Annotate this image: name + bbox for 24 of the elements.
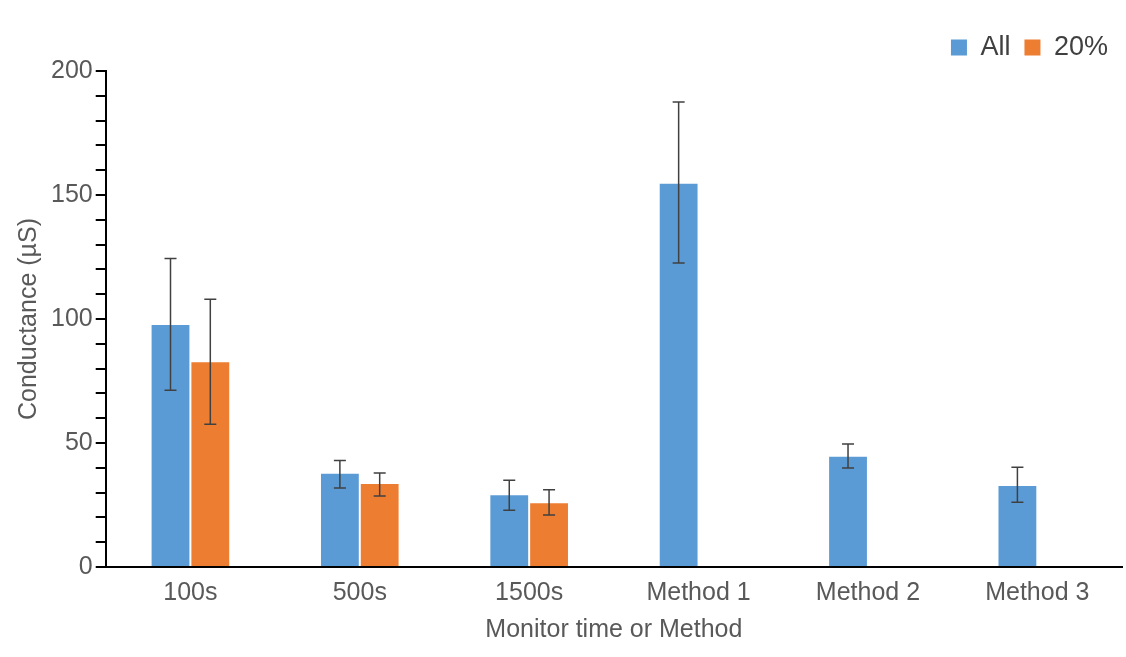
x-tick-label: Method 3 (985, 576, 1090, 605)
bar (659, 183, 698, 566)
y-tick-label: 100 (50, 302, 93, 331)
y-tick-label: 150 (50, 178, 93, 207)
x-axis-title: Monitor time or Method (485, 613, 743, 642)
y-tick-label: 200 (50, 54, 93, 83)
bar (360, 483, 399, 566)
y-tick-label: 50 (64, 426, 93, 455)
y-axis-title: Conductance (µS) (12, 217, 41, 421)
bar (530, 503, 568, 566)
x-tick-label: 100s (163, 576, 218, 605)
bar (490, 495, 529, 566)
bar (191, 362, 230, 566)
x-tick-label: 1500s (495, 576, 564, 605)
bar (320, 473, 359, 566)
legend-label: All (980, 30, 1011, 61)
x-tick-label: 500s (332, 576, 387, 605)
bar (151, 324, 190, 566)
legend-label: 20% (1053, 30, 1109, 61)
y-tick-label: 0 (78, 550, 93, 579)
x-tick-label: Method 2 (815, 576, 921, 605)
bar (829, 456, 867, 566)
x-tick-label: Method 1 (646, 576, 751, 605)
bar (998, 485, 1037, 566)
